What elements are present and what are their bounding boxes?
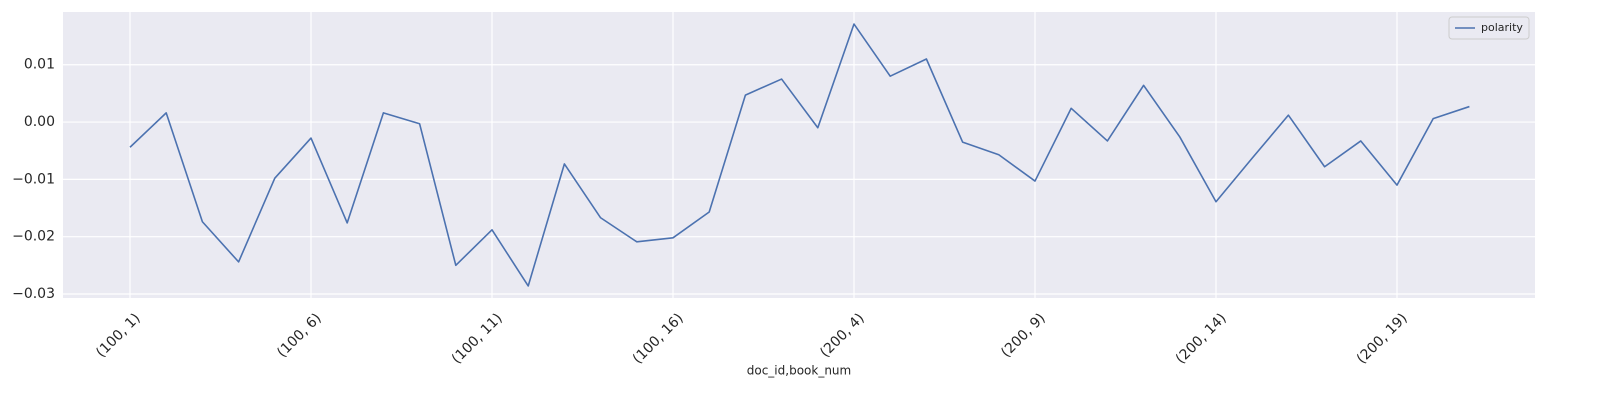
x-tick-label: (200, 14) bbox=[1173, 310, 1230, 367]
x-tick-label: (100, 6) bbox=[274, 310, 325, 361]
line-series bbox=[129, 23, 1470, 287]
y-tick-label: 0.00 bbox=[24, 114, 55, 130]
y-tick-label: −0.02 bbox=[12, 229, 55, 245]
legend: polarity bbox=[1448, 16, 1530, 40]
plot-background bbox=[63, 12, 1535, 298]
y-tick-label: −0.01 bbox=[12, 171, 55, 187]
x-axis-label: doc_id,book_num bbox=[747, 364, 851, 378]
legend-label: polarity bbox=[1481, 21, 1523, 34]
x-tick-label: (100, 16) bbox=[630, 310, 687, 367]
x-tick-label: (200, 19) bbox=[1354, 310, 1411, 367]
x-tick-label: (200, 4) bbox=[817, 310, 868, 361]
legend-box bbox=[1448, 16, 1530, 40]
x-tick-label: (100, 11) bbox=[449, 310, 506, 367]
y-tick-label: 0.01 bbox=[24, 57, 55, 73]
x-tick-label: (200, 9) bbox=[998, 310, 1049, 361]
marks bbox=[129, 23, 1470, 287]
x-tick-label: (100, 1) bbox=[93, 310, 144, 361]
grid bbox=[63, 12, 1535, 298]
y-tick-label: −0.03 bbox=[12, 286, 55, 302]
